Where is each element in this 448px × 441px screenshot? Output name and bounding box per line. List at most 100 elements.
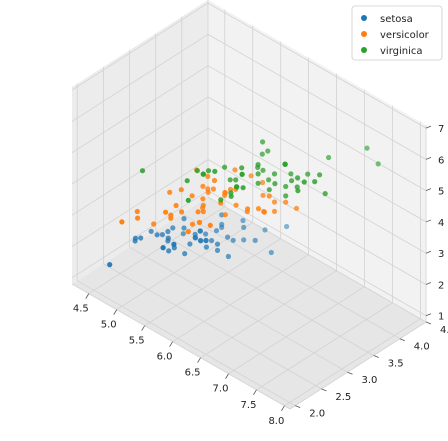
z-gridline-side: [71, 96, 209, 185]
x-tick-label: 8.0: [268, 416, 284, 427]
data-point-versicolor: [195, 209, 201, 215]
data-point-versicolor: [210, 186, 216, 192]
data-point-virginica: [266, 177, 272, 183]
data-point-setosa: [181, 216, 187, 222]
data-point-setosa: [132, 235, 139, 241]
data-point-virginica: [312, 179, 318, 185]
y-tick-mark: [373, 355, 379, 358]
z-tick-mark: [425, 188, 432, 192]
data-point-versicolor: [119, 219, 125, 225]
data-point-setosa: [268, 249, 274, 256]
y-gridline-floor: [207, 196, 427, 323]
data-point-setosa: [187, 241, 193, 247]
data-point-versicolor: [293, 205, 300, 211]
data-point-virginica: [228, 193, 234, 199]
data-point-virginica: [239, 165, 245, 171]
data-point-virginica: [194, 168, 200, 174]
tick-labels: 4.5 5.0 5.5 6.0 6.5 7.0 7.5 8.0 2.0 2.5 3.0 3.5 4.0 4…: [73, 124, 448, 427]
x-tick-mark: [113, 309, 118, 315]
x-tick-mark: [225, 373, 229, 379]
data-point-virginica: [295, 175, 301, 181]
y-tick-label: 3.5: [388, 359, 404, 370]
x-tick-mark: [253, 389, 257, 395]
data-point-setosa: [241, 237, 247, 243]
x-tick-label: 6.0: [157, 352, 173, 363]
data-point-virginica: [255, 180, 261, 186]
data-point-setosa: [192, 235, 199, 241]
data-point-versicolor: [211, 177, 218, 184]
data-point-setosa: [213, 228, 220, 234]
data-point-setosa: [166, 248, 172, 254]
axis-gridlines: [71, 0, 427, 407]
data-point-versicolor: [168, 215, 174, 221]
z-tick-mark: [425, 157, 432, 160]
data-point-virginica: [322, 191, 328, 197]
data-point-virginica: [240, 185, 246, 191]
data-point-setosa: [182, 251, 188, 257]
data-point-versicolor: [178, 187, 184, 193]
data-point-versicolor: [205, 173, 211, 179]
data-point-versicolor: [189, 193, 195, 199]
data-point-versicolor: [134, 208, 140, 215]
data-point-versicolor: [200, 183, 206, 189]
z-tick-label: 2: [438, 281, 444, 292]
data-point-virginica: [234, 184, 240, 190]
data-point-versicolor: [207, 222, 213, 228]
data-point-versicolor: [255, 206, 262, 212]
data-point-setosa: [138, 235, 144, 241]
x-gridline-floor: [200, 270, 337, 359]
z-tick-label: 6: [438, 155, 444, 166]
data-point-virginica: [212, 168, 218, 174]
y-gridline-floor: [103, 263, 322, 390]
data-point-virginica: [255, 171, 261, 177]
data-point-setosa: [203, 237, 209, 244]
data-point-versicolor: [189, 221, 196, 227]
data-point-virginica: [205, 168, 212, 174]
data-point-setosa: [209, 238, 215, 244]
data-point-versicolor: [200, 202, 206, 208]
y-tick-label: 2.5: [335, 392, 351, 403]
data-point-versicolor: [135, 215, 141, 221]
x-axis-line: [71, 283, 291, 410]
data-point-setosa: [165, 235, 171, 241]
legend-marker-setosa: [361, 15, 367, 21]
x-tick-label: 6.5: [185, 368, 201, 379]
data-point-virginica: [295, 188, 301, 194]
data-point-setosa: [198, 238, 204, 244]
x-tick-label: 7.5: [241, 400, 257, 411]
data-point-virginica: [271, 171, 278, 177]
y-axis-line: [289, 321, 427, 410]
x-gridline-floor: [228, 286, 365, 375]
data-point-versicolor: [173, 202, 179, 209]
data-point-versicolor: [260, 192, 266, 198]
z-gridline-side: [71, 159, 209, 247]
legend-marker-virginica: [361, 47, 367, 53]
data-point-virginica: [317, 172, 323, 178]
data-point-versicolor: [151, 221, 157, 227]
z-tick-label: 3: [438, 249, 444, 260]
data-point-setosa: [160, 245, 166, 251]
z-gridline-back: [207, 34, 427, 160]
data-point-setosa: [225, 253, 231, 260]
z-tick-label: 5: [438, 187, 444, 198]
data-point-versicolor: [232, 167, 238, 173]
data-point-virginica: [259, 151, 265, 157]
data-point-virginica: [184, 178, 190, 184]
data-point-versicolor: [245, 206, 251, 212]
z-tick-label: 1: [438, 312, 444, 323]
data-point-versicolor: [222, 212, 228, 218]
legend-frame: [351, 5, 443, 61]
data-point-virginica: [218, 197, 224, 203]
y-gridline-floor: [155, 230, 374, 356]
z-tick-mark: [425, 125, 432, 129]
y-tick-label: 4.0: [414, 342, 430, 353]
data-point-versicolor: [248, 173, 254, 179]
data-point-versicolor: [200, 209, 206, 215]
back-pane: [208, 0, 426, 322]
axis-lines: [71, 125, 427, 410]
y-tick-mark: [347, 371, 353, 375]
data-point-versicolor: [271, 199, 278, 205]
data-point-versicolor: [271, 208, 278, 214]
x-tick-label: 4.5: [73, 304, 89, 315]
